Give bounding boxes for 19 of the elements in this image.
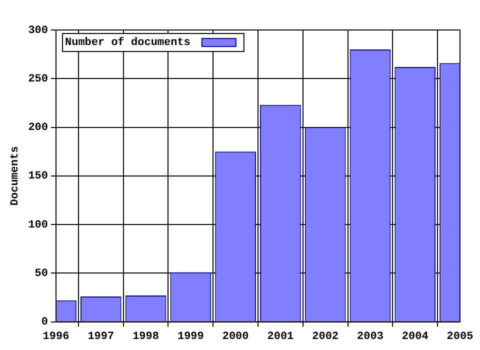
x-tick-label: 1998 [132,331,160,344]
x-tick-label: 2002 [312,331,339,344]
x-tick-label: 1996 [42,331,70,344]
y-tick-label: 150 [28,170,48,183]
x-tick-label: 2000 [222,331,249,344]
x-tick-label: 2001 [267,331,294,344]
y-tick-label: 300 [28,24,48,37]
x-tick-label: 1999 [177,331,204,344]
x-tick-label: 2004 [402,331,429,344]
legend-label: Number of documents [65,36,190,49]
y-tick-label: 200 [28,122,48,134]
x-tick-label: 1997 [88,331,114,344]
y-tick-label: 0 [41,316,48,329]
y-tick-label: 100 [28,219,48,232]
x-tick-label: 2005 [446,331,474,344]
y-axis-title: Documents [9,146,22,206]
x-tick-label: 2003 [357,331,384,344]
y-tick-label: 250 [28,73,48,86]
y-tick-label: 50 [34,268,48,280]
